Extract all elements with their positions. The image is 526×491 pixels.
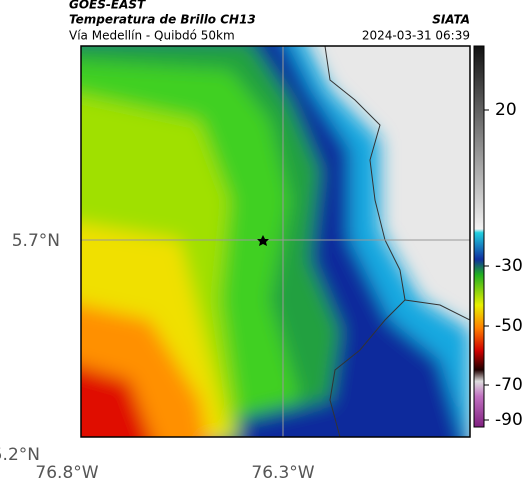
colorbar-ticks: 20 -30 -50 -70 -90: [484, 100, 523, 430]
title: GOES-EAST: [69, 0, 146, 12]
colorbar-tick-label: -70: [495, 375, 523, 395]
subtitle: Temperatura de Brillo CH13: [69, 13, 256, 27]
lat-label: 5.2°N: [0, 445, 40, 465]
colorbar-tick-label: -30: [495, 256, 523, 276]
colorbar-tick-label: -50: [495, 316, 523, 336]
colorbar-tick-label: 20: [495, 100, 517, 120]
colorbar-tick-label: -90: [495, 410, 523, 430]
route: Vía Medellín - Quibdó 50km: [69, 29, 235, 43]
lat-label: 5.7°N: [12, 231, 60, 251]
lon-label: 76.3°W: [251, 463, 314, 483]
colorbar: [473, 45, 485, 428]
datetime: 2024-03-31 06:39: [362, 29, 470, 43]
source: SIATA: [432, 13, 470, 27]
satellite-image: [81, 46, 470, 437]
lon-label: 76.8°W: [35, 463, 98, 483]
